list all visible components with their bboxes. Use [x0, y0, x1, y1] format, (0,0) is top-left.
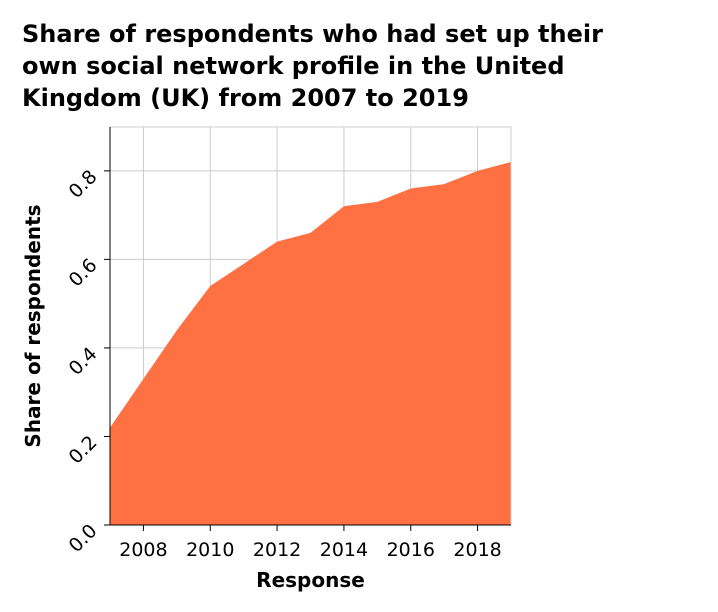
x-tick-label: 2014 [320, 539, 368, 561]
y-axis-ticks: 0.0 0.2 0.4 0.6 0.8 [65, 166, 110, 557]
y-axis-label: Share of respondents [21, 204, 45, 447]
y-tick-label: 0.6 [65, 254, 102, 291]
y-tick-label: 0.4 [65, 343, 102, 380]
chart-title: Share of respondents who had set up thei… [22, 18, 712, 114]
x-tick-label: 2010 [186, 539, 234, 561]
x-tick-label: 2016 [387, 539, 435, 561]
y-tick-label: 0.0 [65, 520, 102, 557]
x-axis-label: Response [256, 568, 365, 592]
x-tick-label: 2008 [119, 539, 167, 561]
x-axis-ticks: 2008 2010 2012 2014 2016 2018 [119, 525, 502, 561]
y-tick-label: 0.2 [65, 431, 102, 468]
chart-title-line-3: Kingdom (UK) from 2007 to 2019 [22, 84, 469, 112]
chart-title-line-1: Share of respondents who had set up thei… [22, 20, 603, 48]
chart-title-line-2: own social network profile in the United [22, 52, 565, 80]
x-tick-label: 2012 [253, 539, 301, 561]
x-tick-label: 2018 [453, 539, 501, 561]
plot-frame [109, 126, 512, 526]
area-series [110, 162, 511, 525]
y-tick-label: 0.8 [65, 166, 102, 203]
area-layer [110, 162, 511, 525]
